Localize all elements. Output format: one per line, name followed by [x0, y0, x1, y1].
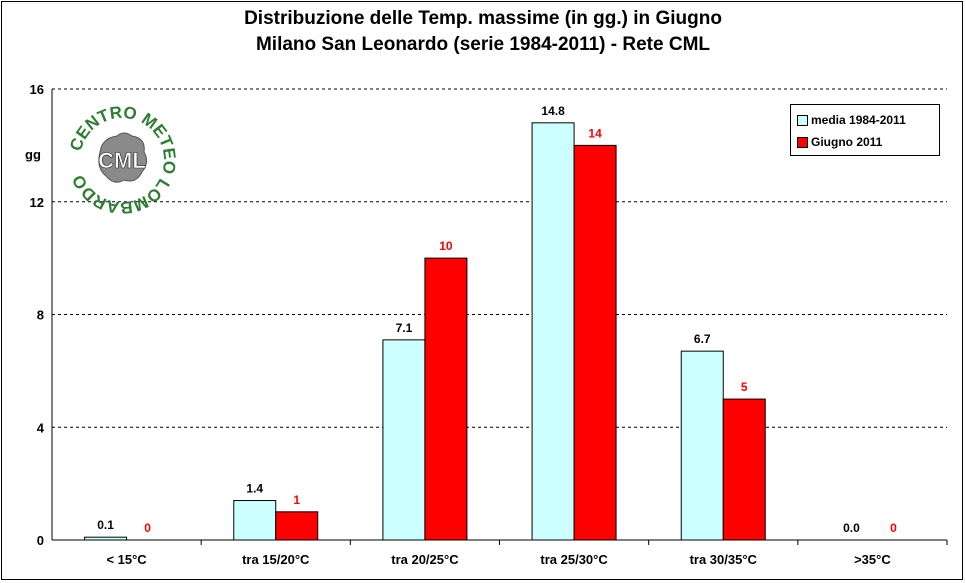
data-label: 14.8	[541, 104, 565, 118]
data-label: 0	[144, 521, 151, 535]
data-label: 0.1	[97, 518, 114, 532]
y-tick-label: 16	[30, 82, 44, 97]
data-label: 1	[293, 493, 300, 507]
data-label: 1.4	[246, 482, 263, 496]
x-tick-label: < 15°C	[106, 552, 147, 567]
data-label: 6.7	[694, 332, 711, 346]
bar-media	[233, 500, 277, 541]
y-axis-label: gg	[25, 147, 41, 162]
bar-giugno	[275, 511, 319, 541]
data-label: 14	[588, 126, 602, 140]
x-tick-label: tra 15/20°C	[242, 552, 310, 567]
legend-swatch-giugno	[797, 136, 808, 148]
y-tick-label: 4	[37, 420, 45, 435]
chart-subtitle: Milano San Leonardo (serie 1984-2011) - …	[255, 34, 711, 55]
x-tick-label: tra 25/30°C	[540, 552, 608, 567]
bar-giugno	[573, 144, 617, 541]
legend-label-giugno: Giugno 2011	[811, 135, 883, 149]
y-tick-label: 0	[37, 533, 44, 548]
bar-media	[382, 339, 426, 541]
data-label: 5	[741, 380, 748, 394]
y-tick-label: 8	[37, 308, 44, 323]
chart-title: Distribuzione delle Temp. massime (in gg…	[244, 8, 722, 29]
data-label: 0.0	[843, 521, 860, 535]
legend-label-media: media 1984-2011	[811, 113, 906, 127]
data-label: 0	[890, 521, 897, 535]
bar-media	[84, 536, 128, 541]
data-label: 10	[439, 239, 453, 253]
bar-giugno	[424, 257, 468, 541]
legend-item-media: media 1984-2011	[797, 112, 906, 128]
cml-logo: CENTRO METEO LOMBARDO CML	[62, 100, 182, 220]
data-label: 7.1	[396, 321, 413, 335]
y-tick-label: 12	[30, 195, 44, 210]
bar-media	[680, 350, 724, 541]
x-tick-label: >35°C	[854, 552, 891, 567]
bar-giugno	[722, 398, 766, 541]
legend-swatch-media	[797, 114, 808, 126]
legend-item-giugno: Giugno 2011	[797, 134, 882, 150]
x-tick-label: tra 30/35°C	[690, 552, 758, 567]
legend: media 1984-2011 Giugno 2011	[790, 104, 940, 156]
bar-media	[531, 122, 575, 541]
x-tick-label: tra 20/25°C	[391, 552, 459, 567]
logo-center-text: CML	[98, 148, 146, 173]
